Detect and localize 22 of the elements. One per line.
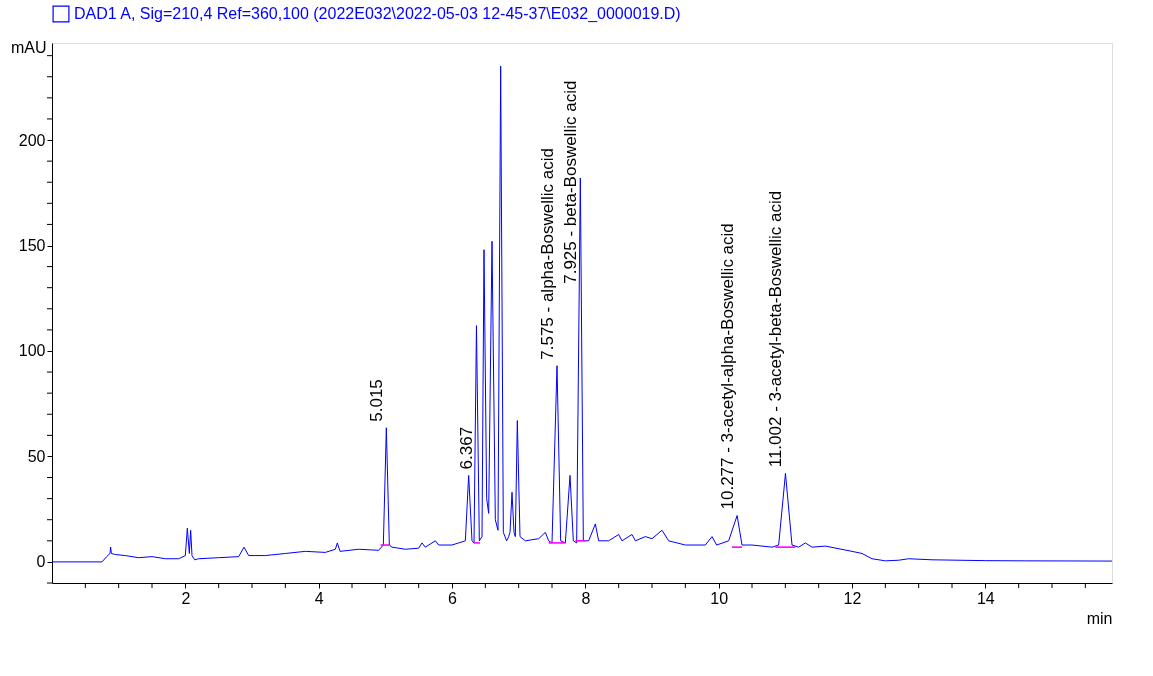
- annotation: 7.575 - alpha-Boswellic acid: [538, 148, 557, 360]
- line-series: [51, 65, 1113, 563]
- y-tick-label: 100: [18, 342, 46, 360]
- x-axis-title: min: [1086, 609, 1113, 627]
- x-tick-label: 2: [181, 589, 191, 607]
- y-tick-label: 200: [18, 131, 46, 149]
- y-tick-label: 50: [27, 447, 46, 465]
- y-tick-label: 0: [36, 553, 46, 571]
- annotation: 7.925 - beta-Boswellic acid: [561, 80, 581, 284]
- x-tick-label: 6: [448, 589, 458, 607]
- x-tick-label: 8: [581, 589, 591, 607]
- annotation: 5.015: [367, 379, 387, 422]
- y-tick-label: 150: [18, 237, 46, 254]
- x-tick-label: 12: [843, 589, 862, 607]
- annotation: 6.367: [457, 426, 477, 470]
- y-axis-title: mAU: [10, 38, 47, 56]
- legend-label: DAD1 A, Sig=210,4 Ref=360,100 (2022E032\2022-05-03 12-45-37\E032_0000019.D): [74, 5, 681, 23]
- x-tick-label: 10: [710, 589, 729, 607]
- annotation: 11.002 - 3-acetyl-beta-Boswellic acid: [766, 190, 786, 468]
- x-tick-label: 14: [976, 589, 995, 607]
- x-tick-label: 4: [314, 589, 324, 607]
- annotation: 10.277 - 3-acetyl-alpha-Boswellic acid: [718, 223, 738, 510]
